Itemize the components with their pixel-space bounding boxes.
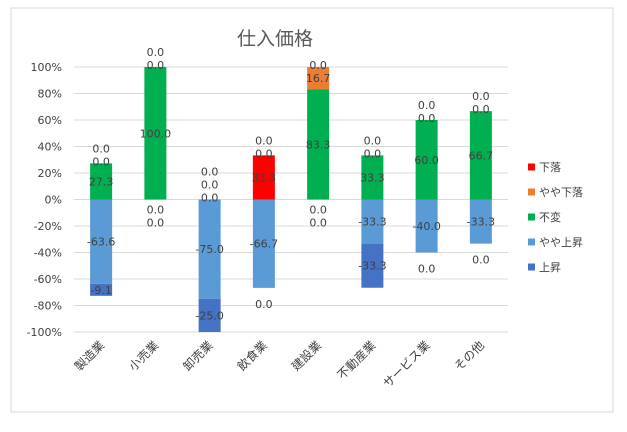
data-label: 27.3 — [89, 175, 114, 188]
data-labels: 27.30.00.0-63.6-9.1100.00.00.00.00.00.00… — [87, 46, 495, 322]
legend-swatch — [528, 263, 535, 271]
legend-label: 下落 — [539, 161, 561, 174]
bar-やや上昇-製造業 — [90, 199, 113, 284]
data-label: 0.0 — [92, 142, 110, 155]
legend-swatch — [528, 163, 535, 171]
legend-swatch — [528, 238, 535, 246]
data-label: 60.0 — [414, 154, 439, 167]
data-label: -75.0 — [195, 243, 223, 256]
data-label: -33.3 — [467, 216, 495, 229]
y-tick-label: -60% — [34, 273, 62, 286]
data-label: 100.0 — [140, 127, 172, 140]
data-label: 33.3 — [252, 171, 277, 184]
legend-label: やや上昇 — [539, 236, 583, 249]
data-label: 0.0 — [418, 99, 436, 112]
data-label: -40.0 — [412, 220, 440, 233]
bar-やや上昇-卸売業 — [198, 199, 221, 299]
bar-下落-飲食業 — [252, 155, 275, 200]
bar-やや上昇-不動産業 — [361, 199, 384, 244]
bar-不変-その他 — [469, 111, 492, 200]
bar-不変-製造業 — [90, 163, 113, 200]
data-label: -33.3 — [358, 260, 386, 273]
data-label: 0.0 — [201, 192, 219, 205]
data-label: 0.0 — [364, 134, 382, 147]
data-label: 33.3 — [360, 171, 385, 184]
bar-やや上昇-飲食業 — [252, 199, 275, 288]
data-label: 83.3 — [306, 138, 331, 151]
legend-swatch — [528, 213, 535, 221]
data-label: 0.0 — [309, 59, 327, 72]
data-label: 0.0 — [147, 59, 165, 72]
data-label: 0.0 — [472, 254, 490, 267]
bar-上昇-製造業 — [90, 283, 113, 296]
bar-不変-建設業 — [307, 89, 330, 200]
data-label: 0.0 — [255, 298, 273, 311]
y-tick-label: -40% — [34, 247, 62, 260]
data-label: 66.7 — [469, 149, 494, 162]
data-label: 0.0 — [255, 147, 273, 160]
data-label: 0.0 — [147, 46, 165, 59]
bar-上昇-不動産業 — [361, 243, 384, 288]
data-label: 0.0 — [255, 134, 273, 147]
data-label: -66.7 — [250, 238, 278, 251]
data-label: -33.3 — [358, 216, 386, 229]
legend-label: 上昇 — [539, 261, 561, 274]
bar-上昇-卸売業 — [198, 298, 221, 332]
data-label: -9.1 — [90, 284, 111, 297]
legend-swatch — [528, 188, 535, 196]
bar-やや下落-建設業 — [307, 67, 330, 90]
data-label: 0.0 — [418, 263, 436, 276]
data-label: 0.0 — [364, 147, 382, 160]
bar-不変-不動産業 — [361, 155, 384, 200]
y-axis-tick-labels: -100% -80% -60% -40% -20% 0% 20% 40% 60% 80% 100% — [27, 61, 62, 339]
data-label: 0.0 — [309, 204, 327, 217]
y-tick-label: -80% — [34, 300, 62, 313]
data-label: 0.0 — [309, 217, 327, 230]
data-label: 0.0 — [147, 217, 165, 230]
data-label: 16.7 — [306, 72, 331, 85]
y-tick-label: 100% — [31, 61, 62, 74]
y-tick-label: 60% — [38, 114, 62, 127]
data-label: 0.0 — [472, 103, 490, 116]
legend-label: 不変 — [539, 210, 561, 224]
y-tick-label: 40% — [38, 141, 62, 154]
data-label: 0.0 — [472, 90, 490, 103]
bar-不変-サービス業 — [415, 120, 438, 200]
data-label: 0.0 — [92, 155, 110, 168]
bars — [90, 67, 492, 332]
bar-不変-小売業 — [144, 67, 167, 200]
y-tick-label: -100% — [27, 326, 62, 339]
data-label: -63.6 — [87, 236, 115, 249]
data-label: 0.0 — [418, 112, 436, 125]
chart-title: 仕入価格 — [237, 28, 313, 50]
y-tick-label: -20% — [34, 220, 62, 233]
bar-やや上昇-サービス業 — [415, 199, 438, 253]
data-label: 0.0 — [147, 204, 165, 217]
bar-やや上昇-その他 — [469, 199, 492, 244]
data-label: 0.0 — [201, 166, 219, 179]
legend-label: やや下落 — [539, 186, 583, 199]
y-tick-label: 20% — [38, 167, 62, 180]
y-tick-label: 0% — [45, 194, 62, 207]
data-label: -25.0 — [195, 309, 223, 322]
y-tick-label: 80% — [38, 88, 62, 101]
data-label: 0.0 — [201, 179, 219, 192]
